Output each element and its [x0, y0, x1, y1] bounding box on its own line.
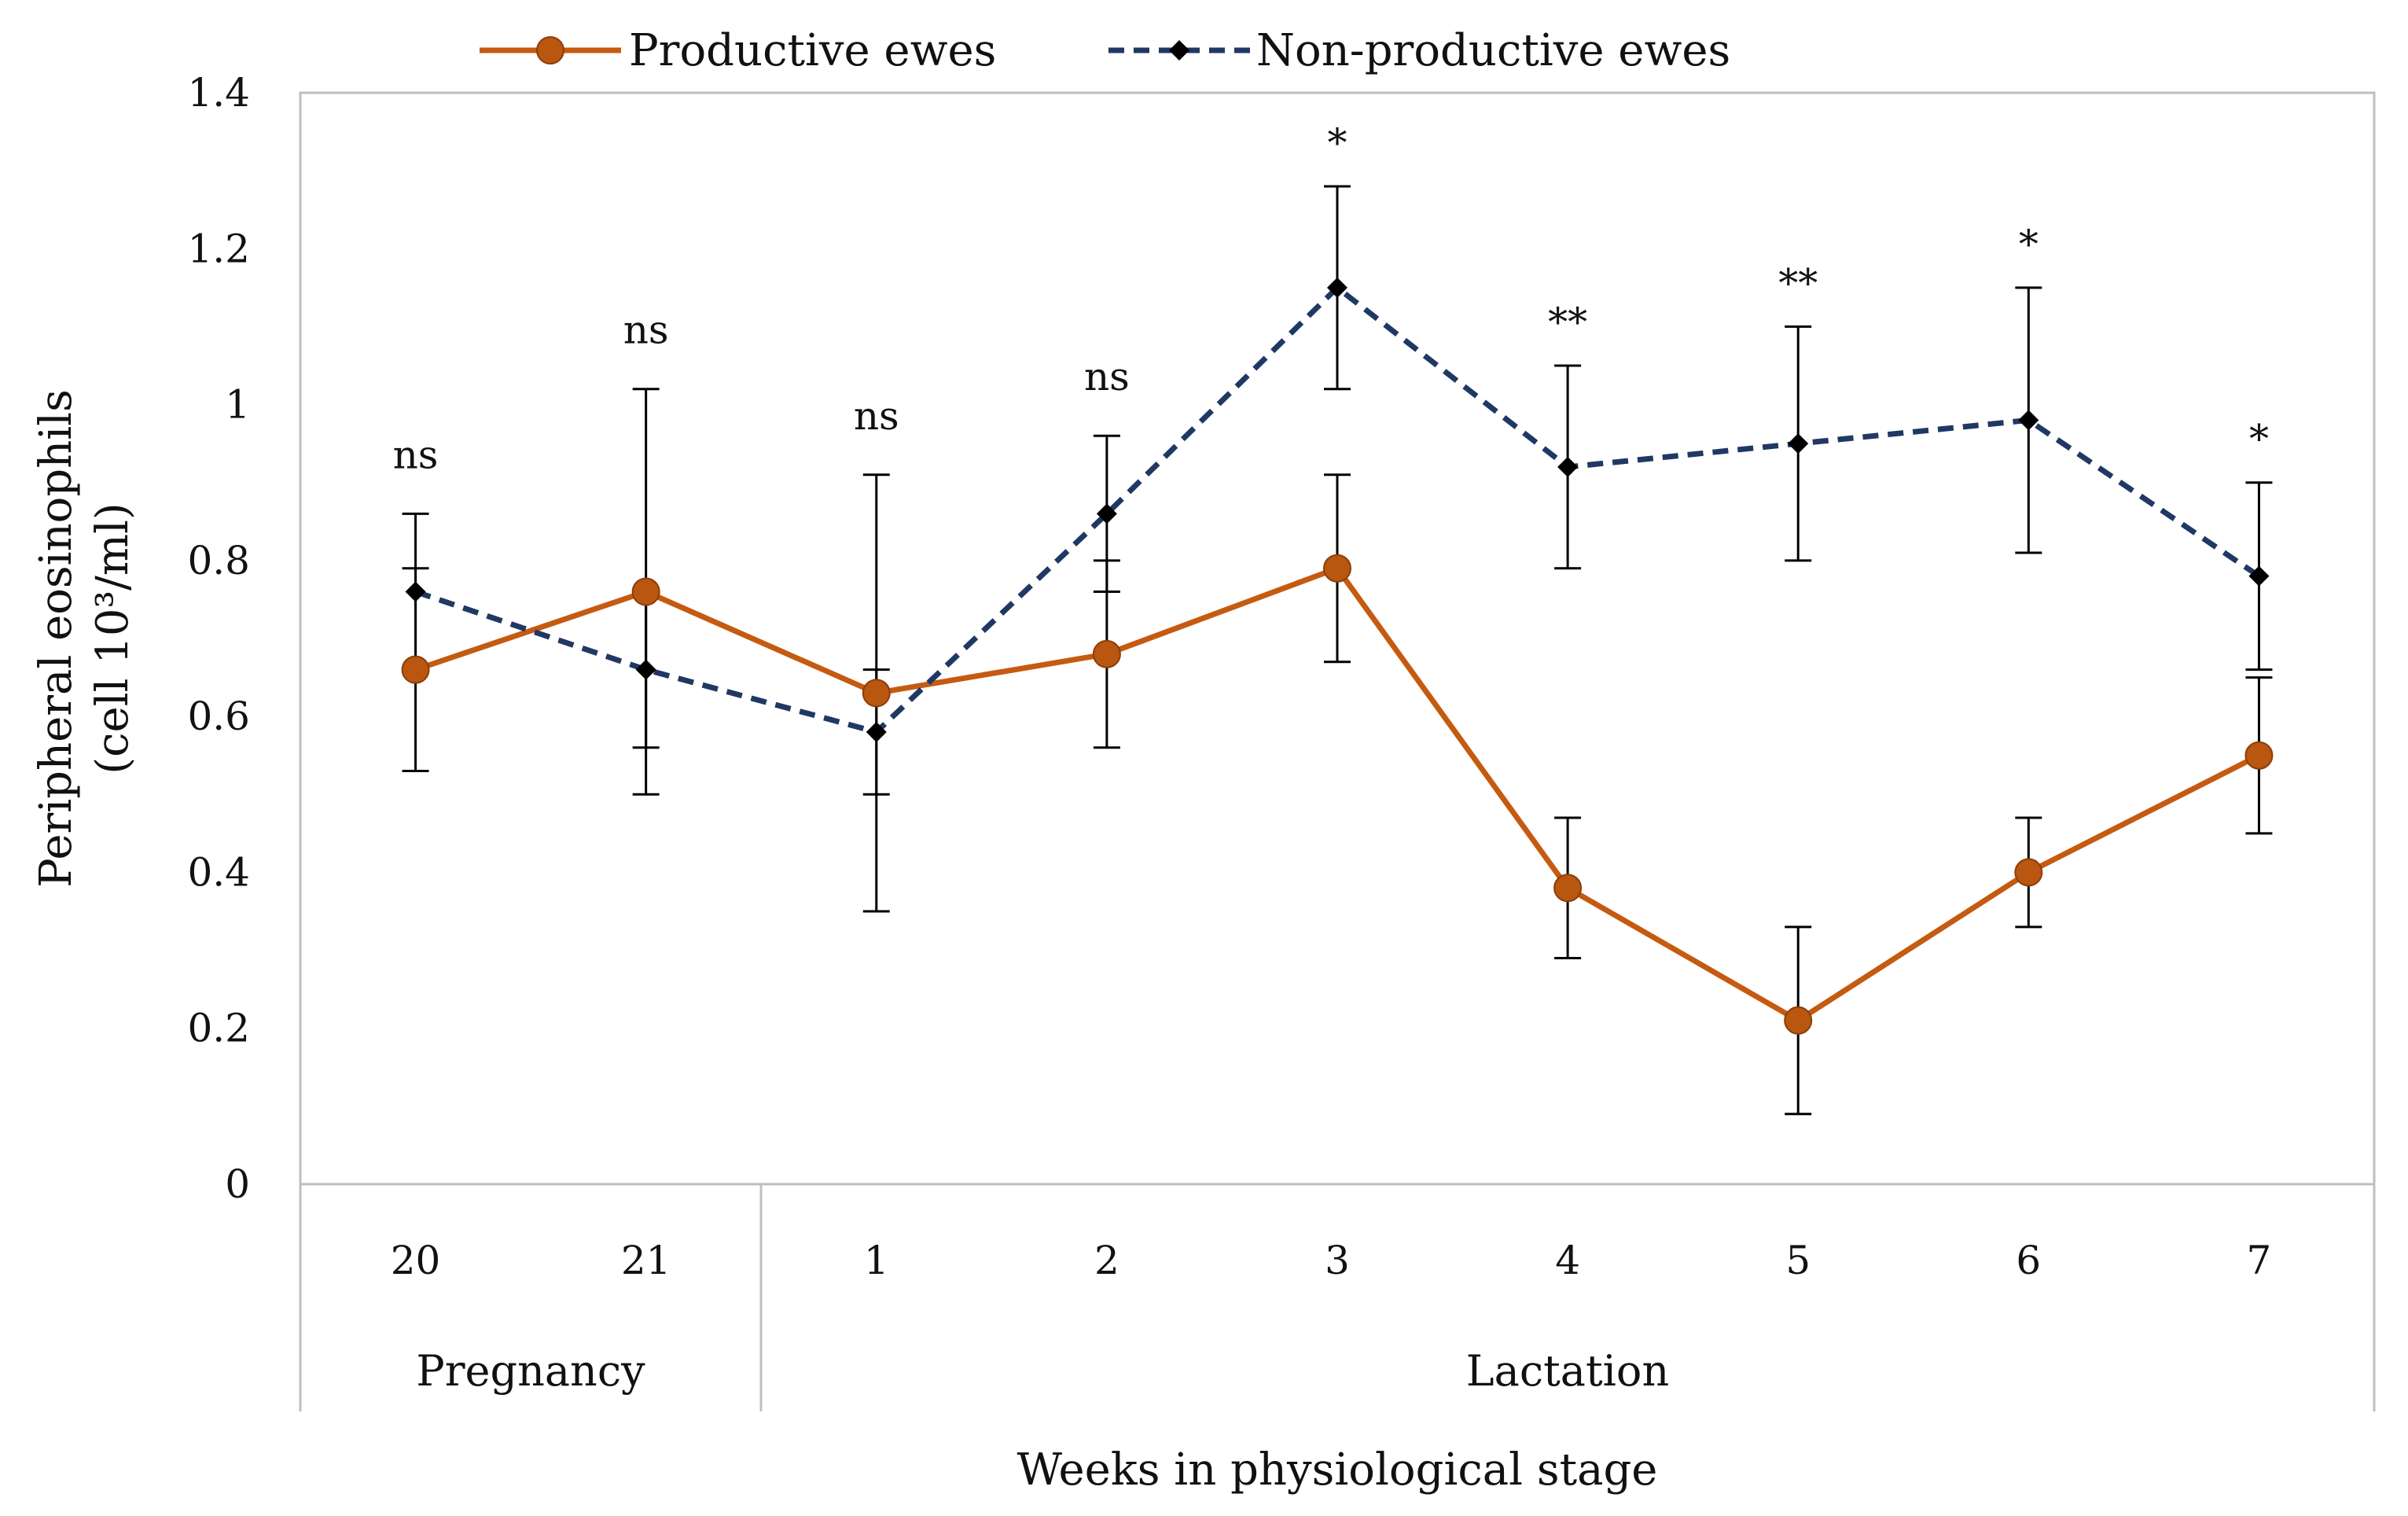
legend: Productive ewes Non-productive ewes	[480, 25, 1730, 76]
y-tick-label: 1.4	[187, 70, 250, 116]
significance-label: **	[1778, 260, 1818, 306]
data-point-non-productive	[866, 721, 887, 742]
group-labels: Pregnancy Lactation	[416, 1346, 1669, 1396]
legend-item-productive: Productive ewes	[480, 25, 996, 76]
error-bars	[402, 185, 2273, 1116]
significance-label: ns	[1084, 354, 1130, 399]
group-label-pregnancy: Pregnancy	[416, 1346, 645, 1396]
data-point-productive	[1323, 554, 1351, 583]
data-point-productive	[1553, 874, 1583, 903]
data-point-productive	[2244, 741, 2274, 770]
data-point-productive	[1092, 639, 1121, 668]
y-tick-label: 0.4	[187, 849, 250, 895]
significance-label: *	[1328, 120, 1347, 166]
y-axis-title-line1: Peripheral eosinophils	[31, 389, 82, 888]
legend-label-non-productive: Non-productive ewes	[1256, 25, 1730, 76]
x-axis-title: Weeks in physiological stage	[1017, 1444, 1658, 1496]
data-point-non-productive	[1788, 433, 1809, 454]
y-axis-title-line2: (cell 10³/ml)	[87, 502, 138, 774]
x-tick-label: 4	[1555, 1238, 1580, 1283]
data-point-non-productive	[1327, 277, 1347, 298]
y-axis-title: Peripheral eosinophils (cell 10³/ml)	[31, 389, 138, 888]
x-tick-label: 20	[391, 1238, 441, 1283]
data-point-non-productive	[635, 659, 656, 680]
significance-label: *	[2249, 417, 2269, 462]
y-tick-label: 1.2	[187, 226, 250, 271]
data-point-non-productive	[1096, 503, 1117, 524]
legend-marker-productive	[536, 36, 564, 64]
data-point-non-productive	[1557, 456, 1579, 477]
series-markers	[401, 277, 2274, 1035]
y-tick-label: 0	[225, 1161, 250, 1207]
legend-label-productive: Productive ewes	[629, 25, 996, 76]
category-axis	[299, 1184, 2376, 1411]
plot-area	[299, 91, 2376, 1186]
x-tick-label: 7	[2247, 1238, 2272, 1283]
group-label-lactation: Lactation	[1466, 1346, 1669, 1396]
legend-item-non-productive: Non-productive ewes	[1108, 25, 1730, 76]
x-tick-label: 5	[1785, 1238, 1811, 1283]
data-point-non-productive	[2248, 565, 2270, 587]
legend-marker-non-productive	[1169, 40, 1189, 61]
significance-label: ns	[623, 307, 669, 353]
data-point-productive	[862, 679, 891, 708]
significance-label: *	[2019, 222, 2039, 267]
y-tick-label: 0.2	[187, 1006, 250, 1051]
x-tick-label: 2	[1094, 1238, 1119, 1283]
x-tick-label: 1	[864, 1238, 889, 1283]
y-axis-ticks: 0 0.2 0.4 0.6 0.8 1 1.2 1.4	[187, 70, 250, 1207]
y-tick-label: 0.8	[187, 538, 250, 583]
data-point-non-productive	[405, 581, 426, 602]
x-tick-label: 21	[621, 1238, 671, 1283]
significance-label: ns	[854, 393, 899, 439]
data-point-productive	[1784, 1006, 1813, 1035]
data-point-productive	[401, 655, 430, 684]
significance-label: **	[1548, 300, 1587, 345]
data-point-productive	[2014, 858, 2043, 887]
x-axis-ticks: 20 21 1 2 3 4 5 6 7	[391, 1238, 2272, 1283]
y-tick-label: 0.6	[187, 694, 250, 739]
significance-label: ns	[393, 432, 439, 477]
x-tick-label: 3	[1325, 1238, 1350, 1283]
data-point-productive	[631, 577, 660, 606]
y-tick-label: 1	[225, 382, 250, 428]
data-point-non-productive	[2018, 410, 2039, 431]
x-tick-label: 6	[2016, 1238, 2041, 1283]
